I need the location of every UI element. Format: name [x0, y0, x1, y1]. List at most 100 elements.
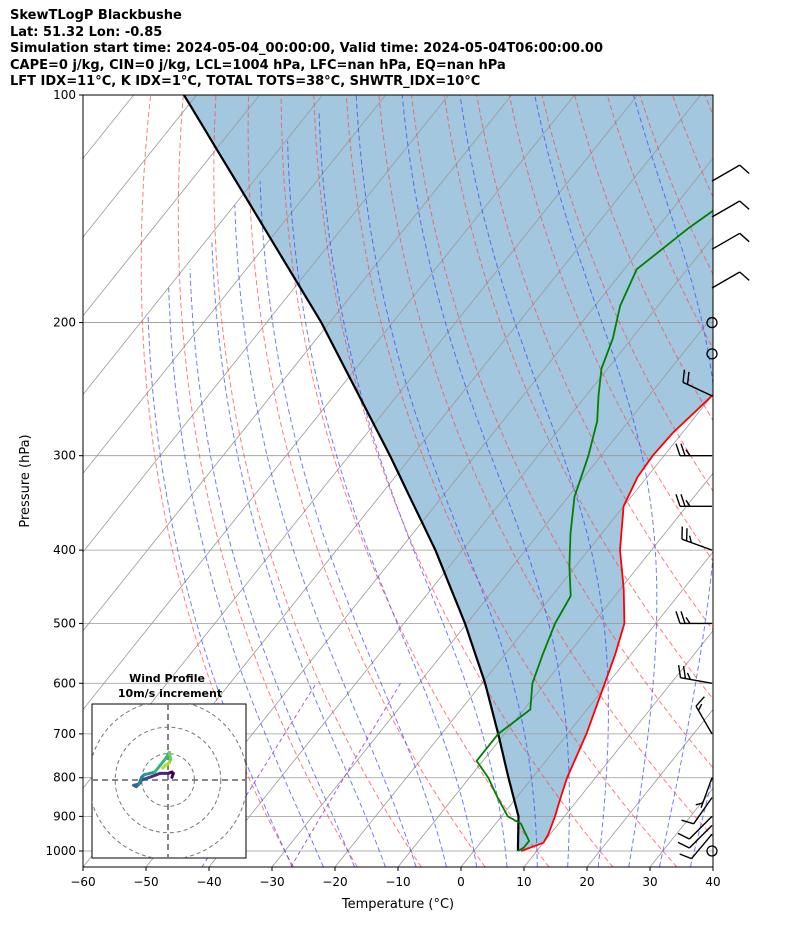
isotherm-line: [523, 630, 713, 867]
moist-adiabat-line: [234, 205, 417, 867]
hodograph-segment: [148, 771, 162, 779]
isotherm-line: [776, 95, 794, 867]
isotherm-line: [208, 236, 713, 867]
hodograph-inset: [91, 703, 247, 859]
wind-barb: [695, 777, 713, 809]
moist-adiabat-line: [287, 140, 478, 867]
wind-barb-feather: [695, 696, 705, 707]
cape-line: CAPE=0 j/kg, CIN=0 j/kg, LCL=1004 hPa, L…: [10, 57, 506, 73]
dry-adiabat-line: [313, 95, 614, 867]
isotherm-line: [83, 95, 260, 317]
wind-barb-feather: [680, 611, 686, 624]
wind-barb: [677, 824, 713, 849]
moist-adiabat-line: [168, 287, 324, 867]
wind-barb-staff: [682, 381, 713, 397]
background-lines: [0, 95, 794, 867]
wind-barb-staff: [711, 200, 741, 218]
wind-barb-staff: [711, 271, 741, 289]
wind-barb-staff: [681, 538, 713, 551]
index-line: LFT IDX=11°C, K IDX=1°C, TOTAL TOTS=38°C…: [10, 74, 481, 89]
x-tick-label: 30: [642, 875, 657, 889]
wind-barb: [711, 232, 750, 250]
moist-adiabat-line: [147, 314, 293, 867]
wind-barb: [677, 815, 713, 840]
parcel-profile-line: [183, 95, 520, 852]
wind-barb: [711, 200, 750, 218]
dewpoint-line: [475, 209, 713, 852]
wind-barb-feather: [679, 853, 692, 860]
isotherm-line: [712, 866, 713, 867]
dry-adiabat-line: [476, 95, 713, 631]
isotherm-line: [83, 95, 575, 711]
wind-barb: [675, 494, 712, 508]
y-tick-label: 700: [53, 727, 76, 741]
wind-barb-feather: [682, 369, 686, 383]
x-tick-label: −50: [133, 875, 158, 889]
isotherm-line: [0, 95, 71, 867]
wind-barb-feather: [686, 672, 691, 680]
dry-adiabat-line: [443, 95, 713, 700]
wind-barb-staff: [693, 797, 713, 825]
wind-barb-staff: [688, 815, 713, 840]
moist-adiabat-line: [189, 269, 355, 867]
wind-barb-staff: [690, 833, 713, 860]
chart-title: SkewTLogP Blackbushe: [10, 8, 182, 23]
wind-barb: [681, 526, 713, 551]
hodograph-title-2: 10m/s increment: [118, 687, 222, 700]
y-tick-label: 600: [53, 676, 76, 690]
dry-adiabat-line: [770, 95, 794, 867]
wind-barb-staff: [695, 705, 713, 735]
dry-adiabat-line: [411, 95, 713, 769]
y-tick-label: 500: [53, 616, 76, 630]
y-tick-label: 400: [53, 543, 76, 557]
y-tick-label: 100: [53, 88, 76, 102]
chart-header: SkewTLogP Blackbushe Lat: 51.32 Lon: -0.…: [10, 8, 780, 91]
wind-barb: [711, 164, 750, 182]
x-tick-label: −10: [385, 875, 410, 889]
moist-adiabat-line: [318, 110, 508, 867]
wind-barb-staff: [680, 677, 713, 684]
wind-calm-circle: [706, 348, 718, 360]
y-axis-label: Pressure (hPa): [18, 434, 33, 527]
moist-adiabat-line: [401, 95, 570, 867]
isotherm-line: [0, 95, 8, 867]
wind-barb-feather: [688, 535, 693, 543]
wind-barb-staff: [711, 232, 741, 250]
hodograph-plot: [92, 704, 246, 858]
moist-adiabat-line: [534, 95, 658, 867]
moist-adiabat-line: [721, 95, 794, 867]
wind-barb: [675, 443, 712, 457]
wind-barb-feather: [675, 611, 681, 624]
moist-adiabat-line: [211, 238, 386, 867]
isotherm-line: [83, 95, 323, 396]
wind-barb-staff: [711, 164, 741, 182]
wind-barb-feather: [682, 665, 687, 679]
dry-adiabat-line: [280, 95, 550, 867]
wind-barb-feather: [739, 271, 750, 281]
wind-barb: [679, 833, 713, 860]
wind-calm-circle: [706, 316, 718, 329]
wind-barb: [682, 369, 713, 397]
x-axis-label: Temperature (°C): [341, 897, 454, 912]
wind-barb-feather: [739, 200, 750, 210]
moist-adiabat-line: [355, 95, 538, 867]
dry-adiabat-line: [247, 95, 486, 867]
isotherm-line: [271, 315, 713, 867]
dry-adiabat-line: [704, 95, 713, 117]
wind-barb-feather: [677, 665, 682, 678]
isotherm-line: [83, 95, 449, 553]
dry-adiabat-line: [140, 95, 294, 867]
wind-barb-feather: [695, 802, 703, 806]
wind-barb-feather: [739, 232, 750, 243]
wind-barb-feather: [677, 832, 690, 840]
wind-calm-circle: [706, 845, 718, 857]
y-tick-label: 900: [53, 809, 76, 823]
wind-barb-feather: [675, 494, 681, 507]
isotherm-line: [397, 472, 713, 867]
axes: −60 −50 −40 −30 −20 −10 0 10 20 30 40 1000 900 800 700…: [45, 88, 720, 889]
wind-barb: [677, 665, 713, 684]
wind-barb-staff: [700, 777, 713, 809]
y-tick-label: 200: [53, 316, 76, 330]
isotherm-line: [145, 157, 713, 867]
dry-adiabat-line: [345, 95, 678, 867]
